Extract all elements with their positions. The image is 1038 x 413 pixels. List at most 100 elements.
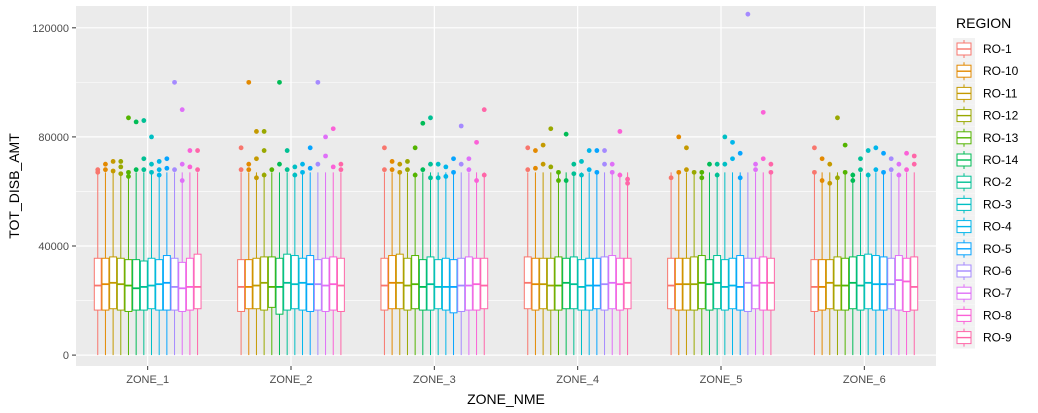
box: [252, 129, 261, 356]
box-body: [592, 257, 601, 310]
legend-item: RO-5: [953, 237, 1012, 260]
box: [585, 148, 594, 356]
box-body: [395, 253, 404, 310]
outlier-point: [684, 145, 689, 151]
outlier-point: [873, 145, 879, 151]
outlier-point: [277, 79, 282, 85]
box: [411, 145, 420, 356]
box: [290, 164, 299, 356]
box-body: [810, 259, 819, 312]
outlier-point: [389, 167, 395, 173]
outlier-point: [668, 175, 674, 181]
outlier-point: [277, 161, 282, 167]
legend-label: RO-12: [983, 109, 1019, 123]
box: [810, 145, 819, 356]
outlier-point: [911, 161, 917, 167]
outlier-point: [548, 164, 554, 170]
outlier-point: [819, 156, 825, 162]
box: [155, 159, 164, 356]
outlier-point: [548, 126, 554, 132]
y-axis-title: TOT_DISB_AMT: [6, 133, 22, 239]
box: [667, 172, 676, 356]
box: [298, 161, 307, 356]
outlier-point: [458, 161, 464, 167]
legend-label: RO-2: [983, 175, 1012, 189]
box: [132, 119, 141, 356]
zone-group: [93, 79, 202, 356]
outlier-point: [156, 167, 162, 173]
box: [464, 156, 473, 356]
box-body: [298, 257, 307, 311]
outlier-point: [827, 180, 833, 186]
outlier-point: [858, 156, 863, 162]
box: [751, 161, 760, 356]
zone-group: [810, 115, 919, 356]
outlier-point: [315, 79, 321, 85]
box: [871, 145, 880, 356]
outlier-point: [819, 178, 825, 183]
box-body: [736, 255, 745, 311]
box: [395, 161, 404, 356]
box: [178, 107, 187, 356]
box: [531, 148, 540, 356]
legend-item: RO-12: [953, 104, 1019, 127]
outlier-point: [745, 11, 751, 17]
outlier-point: [812, 169, 817, 175]
outlier-point: [315, 161, 321, 167]
box: [321, 134, 330, 356]
box: [388, 159, 397, 356]
outlier-point: [625, 180, 630, 186]
box: [244, 79, 253, 356]
outlier-point: [338, 161, 344, 167]
box-body: [569, 256, 578, 310]
box: [313, 79, 322, 356]
box-body: [751, 257, 760, 310]
legend: REGION RO-1 RO-10 RO-11 RO-12 RO-13 RO-14 RO-2…: [953, 15, 1019, 349]
outlier-point: [261, 148, 267, 153]
outlier-point: [571, 171, 577, 177]
outlier-point: [261, 172, 267, 178]
box-body: [178, 261, 187, 312]
box: [457, 123, 466, 356]
box: [472, 139, 481, 356]
box-body: [185, 257, 194, 311]
outlier-point: [156, 172, 162, 178]
outlier-point: [888, 167, 894, 173]
legend-item: RO-2: [953, 171, 1012, 194]
legend-item: RO-10: [953, 60, 1019, 83]
outlier-point: [284, 148, 290, 153]
outlier-point: [835, 115, 840, 121]
box: [697, 169, 706, 356]
outlier-point: [389, 159, 395, 164]
outlier-point: [602, 161, 607, 167]
outlier-point: [466, 167, 472, 173]
box: [101, 161, 110, 356]
outlier-point: [556, 169, 561, 175]
outlier-point: [768, 161, 774, 167]
outlier-point: [699, 175, 705, 181]
outlier-point: [850, 172, 856, 178]
outlier-point: [179, 107, 185, 113]
legend-label: RO-8: [983, 308, 1012, 322]
box-body: [728, 257, 737, 310]
outlier-point: [707, 161, 712, 167]
box-body: [864, 253, 873, 310]
box: [449, 156, 458, 356]
outlier-point: [261, 129, 267, 134]
box-body: [825, 259, 834, 310]
outlier-point: [525, 167, 531, 173]
outlier-point: [850, 178, 856, 183]
outlier-point: [428, 161, 433, 167]
box-body: [841, 257, 850, 311]
box-body: [139, 260, 148, 311]
box-body: [411, 255, 420, 310]
legend-label: RO-14: [983, 153, 1019, 167]
outlier-point: [110, 159, 116, 164]
outlier-point: [428, 175, 433, 181]
box: [600, 148, 609, 356]
box: [713, 161, 722, 356]
box: [162, 156, 171, 356]
outlier-point: [556, 178, 561, 183]
x-tick-label: ZONE_1: [126, 374, 169, 386]
outlier-point: [238, 145, 244, 151]
